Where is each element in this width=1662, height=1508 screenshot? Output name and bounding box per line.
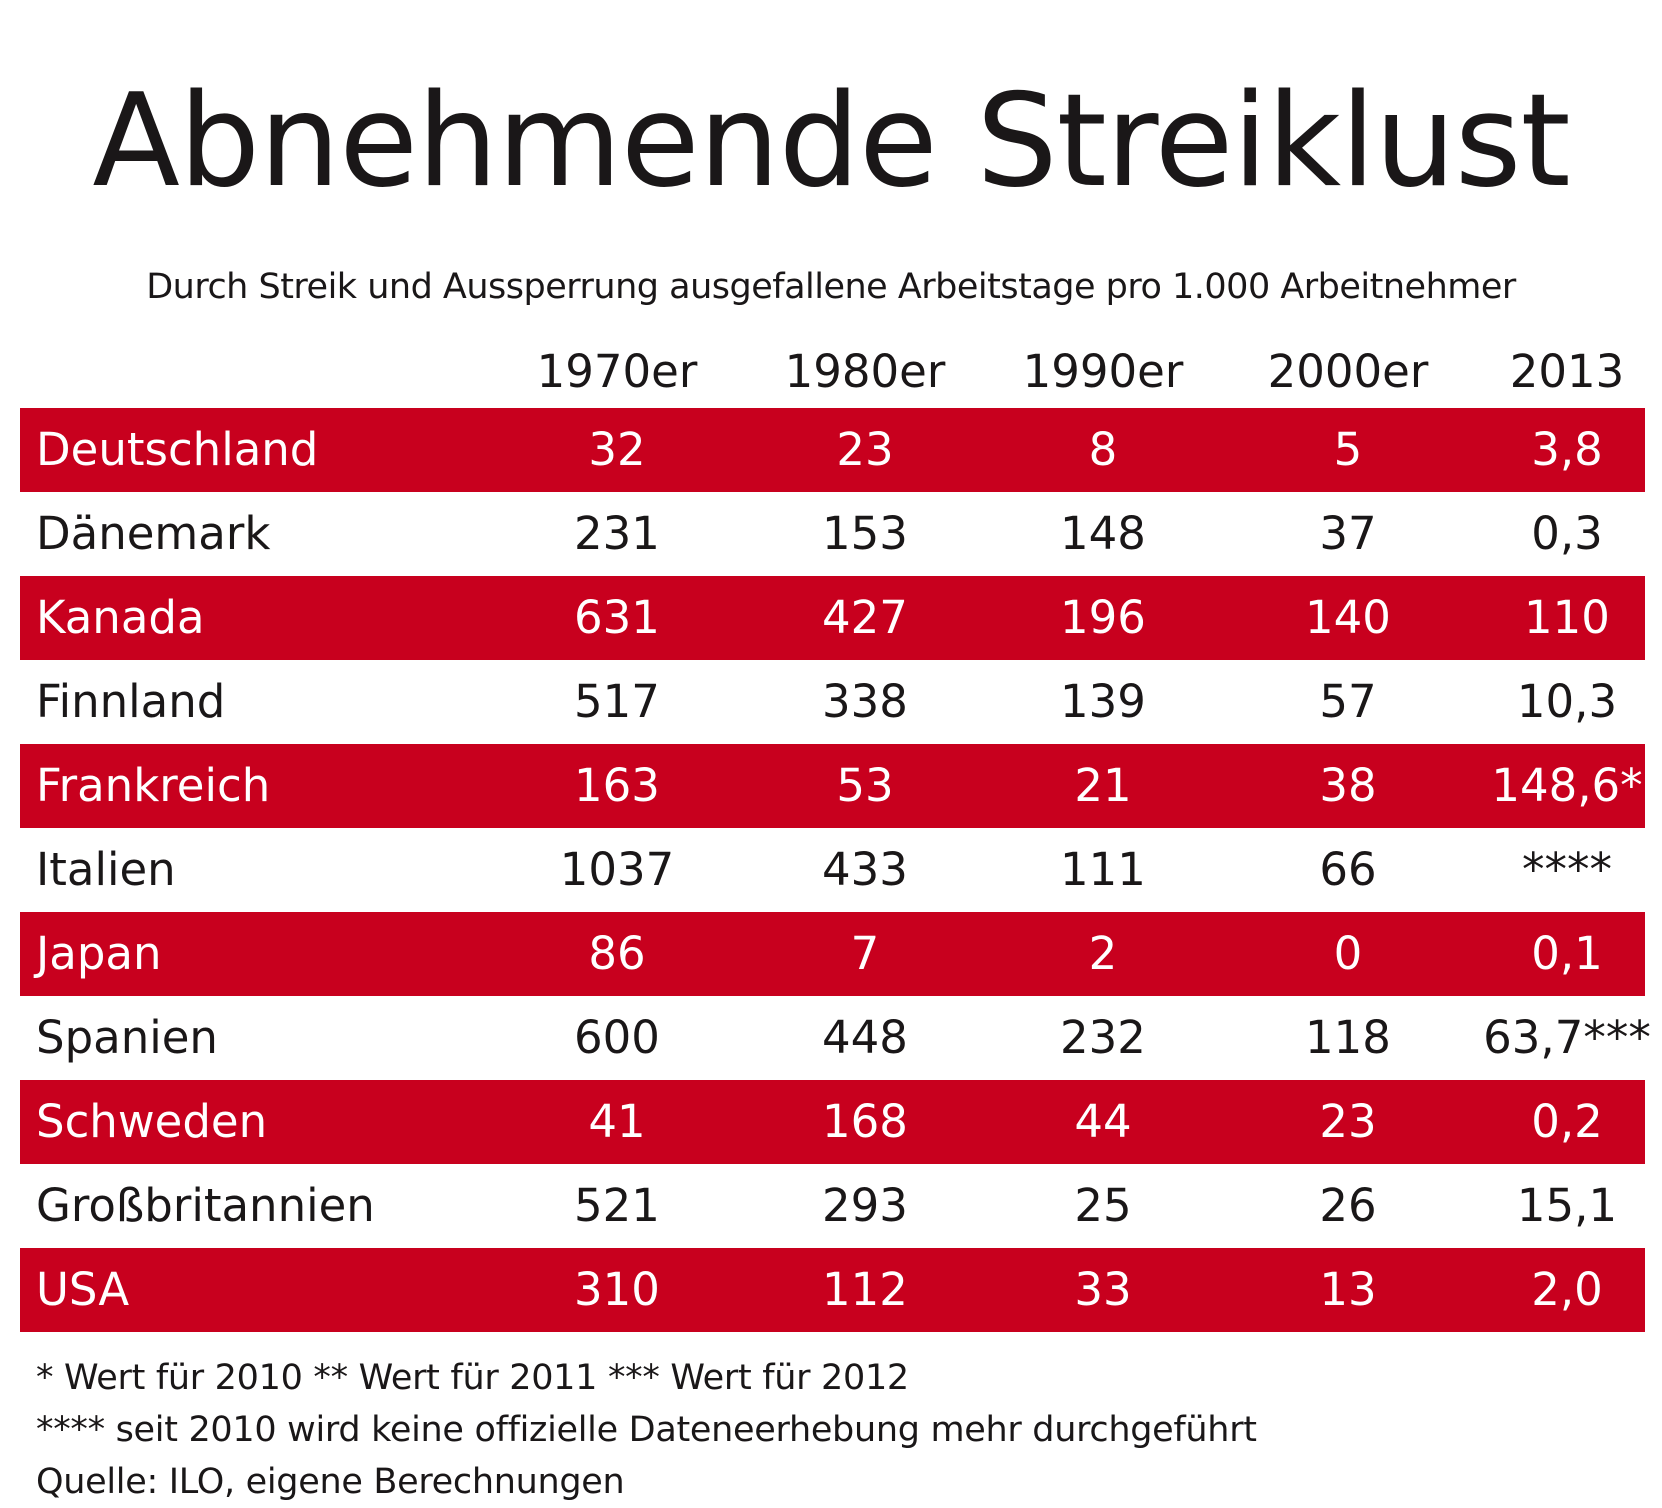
column-header-2013: 2013 [1509,345,1625,398]
table-cell: 600 [574,1011,660,1064]
table-cell: 2 [1088,927,1118,980]
table-cell: 139 [1060,675,1146,728]
table-cell: 448 [822,1011,908,1064]
country-label: Finnland [36,675,226,728]
table-cell: 25 [1074,1179,1132,1232]
table-row: Italien 1037 433 111 66 **** [20,828,1645,912]
table-cell: 232 [1060,1011,1146,1064]
table-cell: 427 [822,591,908,644]
table-cell: 32 [588,423,646,476]
country-label: Frankreich [36,759,271,812]
table-cell: 168 [822,1095,908,1148]
table-cell: 3,8 [1531,423,1603,476]
table-cell: 110 [1524,591,1610,644]
table-cell: 0,1 [1531,927,1603,980]
country-label: USA [36,1263,130,1316]
footnote-asterisks: * Wert für 2010 ** Wert für 2011 *** Wer… [36,1358,909,1398]
table-cell: 0,3 [1531,507,1603,560]
table-cell: 517 [574,675,660,728]
table-cell: 293 [822,1179,908,1232]
table-row: Großbritannien 521 293 25 26 15,1 [20,1164,1645,1248]
table-cell: 111 [1060,843,1146,896]
table-cell: 57 [1319,675,1377,728]
country-label: Japan [36,927,162,980]
table-cell: 2,0 [1531,1263,1603,1316]
table-header: 1970er 1980er 1990er 2000er 2013 [20,340,1645,404]
table-row: Japan 86 7 2 0 0,1 [20,912,1645,996]
table-cell: 631 [574,591,660,644]
table-row: USA 310 112 33 13 2,0 [20,1248,1645,1332]
table-cell: 44 [1074,1095,1132,1148]
country-label: Italien [36,843,176,896]
column-header-1980er: 1980er [784,345,946,398]
footnote-italy: **** seit 2010 wird keine offizielle Dat… [36,1410,1257,1450]
table-cell: 66 [1319,843,1377,896]
table-cell: 8 [1088,423,1118,476]
table-cell: 33 [1074,1263,1132,1316]
table-cell: 1037 [559,843,675,896]
table-cell: 521 [574,1179,660,1232]
table-cell: 310 [574,1263,660,1316]
table-cell: 23 [1319,1095,1377,1148]
column-header-1970er: 1970er [536,345,698,398]
table-cell: 21 [1074,759,1132,812]
chart-title: Abnehmende Streiklust [92,67,1570,216]
table-cell: 38 [1319,759,1377,812]
table-row: Schweden 41 168 44 23 0,2 [20,1080,1645,1164]
table-cell: 53 [836,759,894,812]
column-header-2000er: 2000er [1267,345,1429,398]
table-cell: 15,1 [1516,1179,1618,1232]
table-cell: 23 [836,423,894,476]
table-cell: 163 [574,759,660,812]
table-cell: 63,7*** [1483,1011,1651,1064]
table-row: Deutschland 32 23 8 5 3,8 [20,408,1645,492]
footnotes: * Wert für 2010 ** Wert für 2011 *** Wer… [36,1352,1636,1508]
table-cell: 148,6* [1491,759,1643,812]
table-cell: 433 [822,843,908,896]
country-label: Deutschland [36,423,319,476]
table-cell: 0 [1333,927,1363,980]
table-cell: 13 [1319,1263,1377,1316]
footnote-source: Quelle: ILO, eigene Berechnungen [36,1462,625,1502]
table-cell: 26 [1319,1179,1377,1232]
table-row: Frankreich 163 53 21 38 148,6* [20,744,1645,828]
country-label: Schweden [36,1095,268,1148]
table-cell: 148 [1060,507,1146,560]
table-row: Finnland 517 338 139 57 10,3 [20,660,1645,744]
table-cell: 86 [588,927,646,980]
table-cell: **** [1522,843,1612,896]
table-cell: 231 [574,507,660,560]
table-row: Dänemark 231 153 148 37 0,3 [20,492,1645,576]
table-cell: 196 [1060,591,1146,644]
table-cell: 112 [822,1263,908,1316]
table-row: Spanien 600 448 232 118 63,7*** [20,996,1651,1080]
table-cell: 37 [1319,507,1377,560]
country-label: Dänemark [36,507,271,560]
table-cell: 153 [822,507,908,560]
table-cell: 5 [1333,423,1363,476]
table-cell: 338 [822,675,908,728]
column-header-1990er: 1990er [1022,345,1184,398]
country-label: Kanada [36,591,205,644]
table-cell: 140 [1305,591,1391,644]
data-table: Deutschland 32 23 8 5 3,8 Dänemark 231 1… [20,408,1651,1332]
country-label: Großbritannien [36,1179,375,1232]
table-cell: 118 [1305,1011,1391,1064]
table-cell: 0,2 [1531,1095,1603,1148]
table-cell: 7 [850,927,880,980]
table-row: Kanada 631 427 196 140 110 [20,576,1645,660]
table-cell: 41 [588,1095,646,1148]
table-cell: 10,3 [1516,675,1618,728]
chart-subtitle: Durch Streik und Aussperrung ausgefallen… [146,267,1516,307]
country-label: Spanien [36,1011,218,1064]
